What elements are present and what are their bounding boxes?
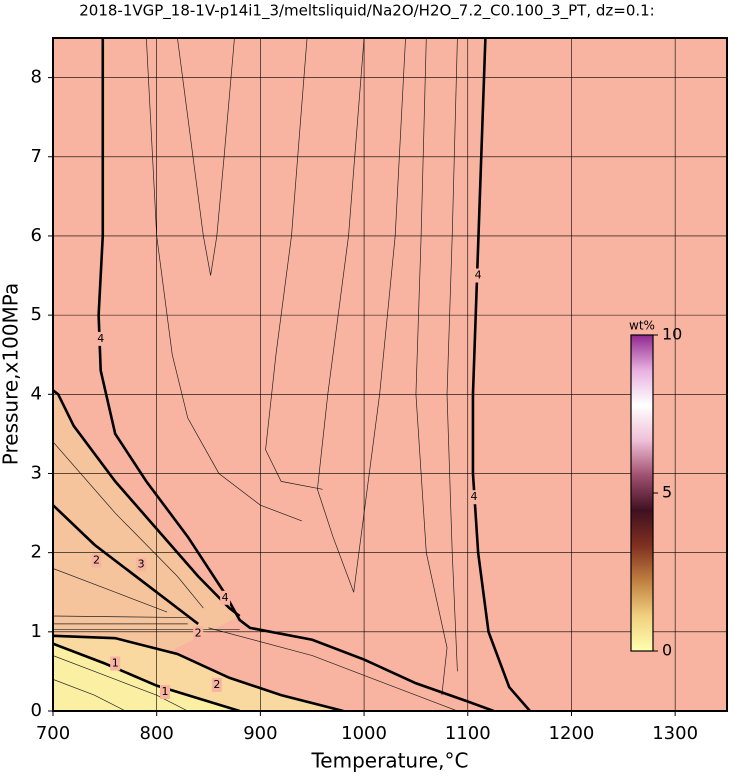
x-tick-label: 1300: [652, 723, 698, 744]
contour-label-text: 4: [222, 591, 229, 604]
contour-label: 2: [193, 626, 204, 641]
contour-label-text: 4: [470, 490, 477, 503]
contour-label: 2: [91, 553, 102, 568]
plot-frame: [52, 37, 728, 712]
contour-label-bg: [136, 557, 147, 572]
contour-label-text: 2: [93, 554, 100, 567]
contour-label-text: 1: [161, 685, 168, 698]
y-tick-label: 8: [31, 67, 42, 88]
contour-label: 4: [95, 331, 106, 346]
colorbar-label: wt%: [629, 319, 655, 333]
x-tick-label: 1200: [549, 723, 595, 744]
contour-label-bg: [159, 684, 170, 699]
x-tick-label: 700: [36, 723, 70, 744]
contour-label: 4: [468, 490, 479, 505]
contour-label-bg: [95, 331, 106, 346]
plot-area: [53, 38, 727, 711]
y-tick-label: 2: [31, 542, 42, 563]
thin-contour: [53, 655, 188, 711]
x-axis-title: Temperature,°C: [310, 749, 468, 773]
contour-label: 4: [220, 590, 231, 605]
contour-label-bg: [220, 590, 231, 605]
y-tick-label: 4: [31, 383, 42, 404]
contour-label: 2: [211, 677, 222, 692]
contour-label-text: 4: [97, 332, 104, 345]
x-tick-label: 900: [243, 723, 277, 744]
colorbar-tick-label: 0: [662, 641, 672, 660]
contour-label: 4: [473, 268, 484, 283]
contour-line: [53, 634, 344, 711]
thin-contour: [265, 38, 323, 490]
contour-label-bg: [91, 553, 102, 568]
thin-contour: [208, 627, 458, 711]
contour-label-text: 4: [475, 269, 482, 282]
colorbar-tick-label: 10: [662, 325, 682, 344]
thin-contour: [53, 615, 188, 618]
thin-contour: [53, 679, 126, 711]
x-tick-label: 800: [140, 723, 174, 744]
x-tick-label: 1000: [341, 723, 387, 744]
contour-fill: [53, 643, 240, 711]
y-tick-label: 7: [31, 146, 42, 167]
contour-label-bg: [193, 626, 204, 641]
contour-label-bg: [110, 656, 121, 671]
contour-label: 1: [110, 656, 121, 671]
colorbar: [630, 334, 654, 652]
y-tick-label: 1: [31, 621, 42, 642]
y-tick-label: 5: [31, 304, 42, 325]
thin-contour: [53, 568, 168, 613]
contour-label: 1: [159, 684, 170, 699]
y-tick-label: 6: [31, 225, 42, 246]
contour-label-text: 1: [112, 656, 119, 669]
contour-label-text: 2: [213, 678, 220, 691]
contour-label-text: 2: [195, 626, 202, 639]
contour-label-text: 3: [138, 558, 145, 571]
chart-title: 2018-1VGP_18-1V-p14i1_3/meltsliquid/Na2O…: [79, 2, 655, 21]
contour-label-bg: [468, 490, 479, 505]
contour-label-bg: [473, 268, 484, 283]
x-tick-label: 1100: [445, 723, 491, 744]
contour-line: [53, 504, 199, 625]
colorbar-tick-label: 5: [662, 483, 672, 502]
thin-contour: [53, 441, 204, 609]
y-axis-title: Pressure,x100MPa: [0, 283, 23, 465]
contour-label-bg: [211, 677, 222, 692]
y-tick-label: 3: [31, 462, 42, 483]
y-tick-label: 0: [31, 700, 42, 721]
contour-fill: [53, 390, 240, 711]
contour-label: 3: [136, 557, 147, 572]
